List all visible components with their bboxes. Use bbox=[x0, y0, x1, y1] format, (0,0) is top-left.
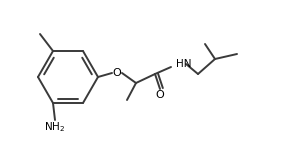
Text: O: O bbox=[113, 68, 121, 78]
Text: NH$_2$: NH$_2$ bbox=[44, 120, 65, 134]
Text: HN: HN bbox=[176, 59, 192, 69]
Text: O: O bbox=[156, 90, 164, 100]
